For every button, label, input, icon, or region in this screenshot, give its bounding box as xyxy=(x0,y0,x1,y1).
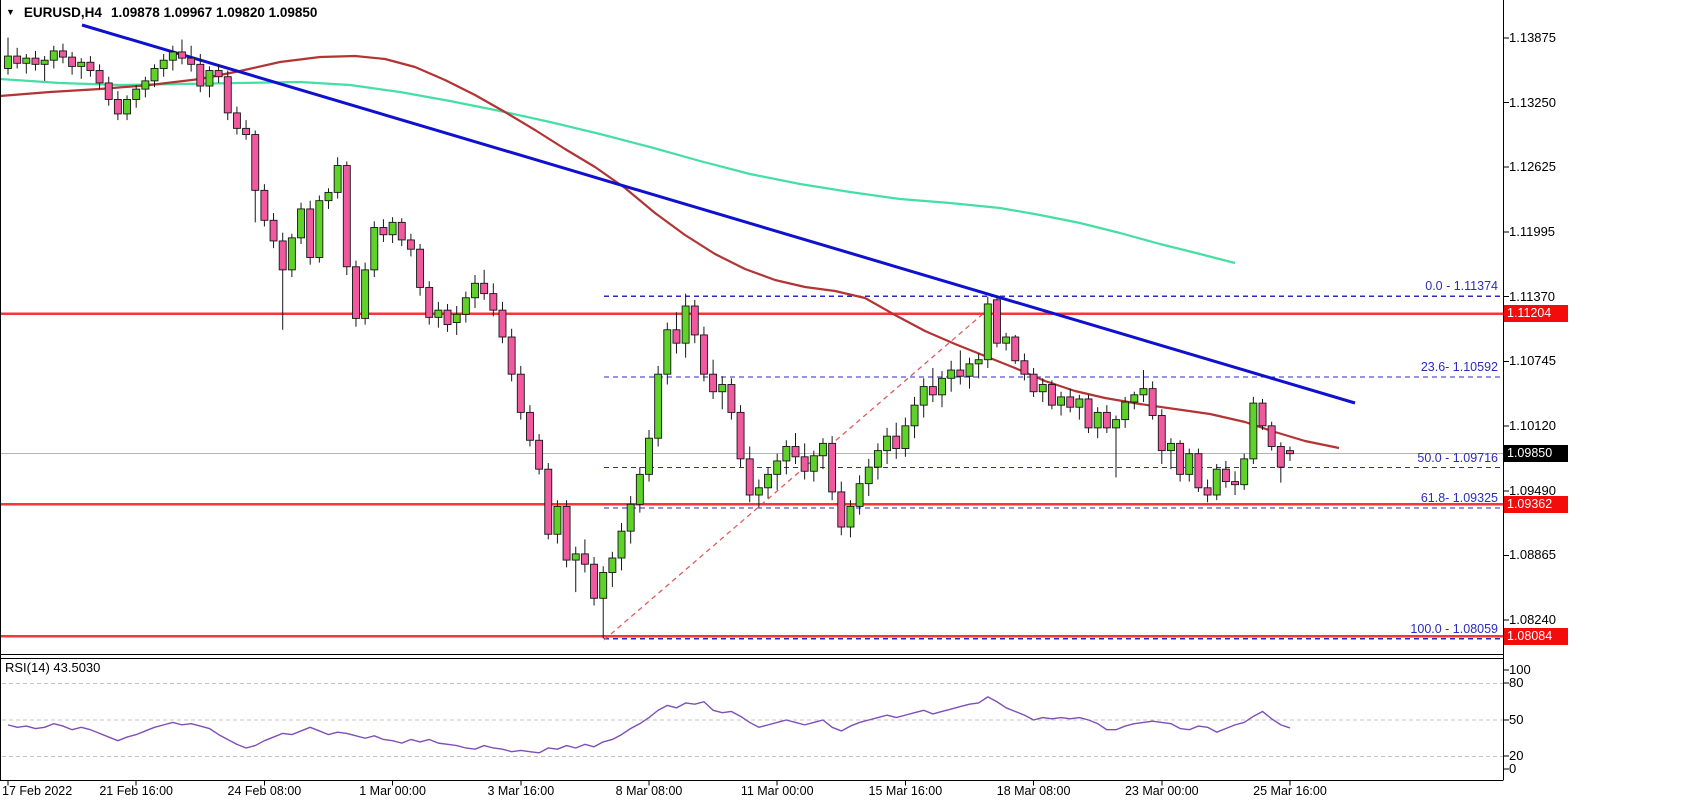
time-axis-label: 11 Mar 00:00 xyxy=(740,784,814,798)
rsi-scale-label: 0 xyxy=(1509,761,1517,776)
time-axis-label: 17 Feb 2022 xyxy=(2,784,73,798)
fib-level-label: 100.0 - 1.08059 xyxy=(1410,621,1498,636)
ma-red-line xyxy=(0,54,1340,450)
time-axis-label: 18 Mar 08:00 xyxy=(996,784,1071,798)
price-badge-level-1: 1.09362 xyxy=(1504,495,1568,513)
price-axis-label: 1.08865 xyxy=(1509,547,1556,563)
candles-group xyxy=(4,37,1294,639)
fib-level-label: 50.0 - 1.09716 xyxy=(1417,450,1498,465)
symbol-timeframe-label: EURUSD,H4 xyxy=(23,5,102,20)
time-axis-label: 24 Feb 08:00 xyxy=(227,784,302,798)
time-axis-label: 8 Mar 08:00 xyxy=(615,784,683,798)
price-axis-label: 1.09490 xyxy=(1509,482,1556,498)
price-axis-label: 1.13250 xyxy=(1509,94,1556,110)
rsi-scale-label: 80 xyxy=(1509,675,1524,690)
trendline-blue xyxy=(81,23,1356,405)
price-badge-level-2: 1.08084 xyxy=(1504,627,1568,645)
fib-diagonal-line xyxy=(603,299,1000,641)
time-axis-label: 23 Mar 00:00 xyxy=(1124,784,1199,798)
fib-level-label: 61.8- 1.09325 xyxy=(1420,490,1498,505)
symbol-dropdown-icon[interactable]: ▼ xyxy=(6,7,15,17)
price-badge-current: 1.09850 xyxy=(1504,445,1568,463)
price-axis-label: 1.10745 xyxy=(1509,353,1556,369)
rsi-indicator-label: RSI(14) 43.5030 xyxy=(5,660,101,675)
time-axis-label: 21 Feb 16:00 xyxy=(99,784,174,798)
ohlc-readout: 1.09878 1.09967 1.09820 1.09850 xyxy=(110,5,318,20)
price-axis-label: 1.12625 xyxy=(1509,159,1556,175)
chart-title: ▼ EURUSD,H4 1.09878 1.09967 1.09820 1.09… xyxy=(6,5,317,20)
time-axis-label: 15 Mar 16:00 xyxy=(868,784,943,798)
price-axis-label: 1.11370 xyxy=(1509,288,1556,304)
price-axis-label: 1.10120 xyxy=(1509,417,1556,433)
price-axis-label: 1.08240 xyxy=(1509,611,1556,627)
time-axis-label: 1 Mar 00:00 xyxy=(359,784,426,798)
fib-level-label: 0.0 - 1.11374 xyxy=(1425,279,1498,294)
price-axis-label: 1.13875 xyxy=(1509,30,1556,45)
rsi-line xyxy=(7,696,1291,754)
rsi-scale-label: 50 xyxy=(1509,712,1524,727)
time-axis-label: 3 Mar 16:00 xyxy=(487,784,555,798)
rsi-scale-label: 100 xyxy=(1509,662,1531,677)
price-axis-label: 1.11995 xyxy=(1509,224,1556,240)
price-badge-level-0: 1.11204 xyxy=(1504,305,1568,323)
ma-green-line xyxy=(0,77,1236,265)
rsi-scale-label: 20 xyxy=(1509,748,1524,763)
time-axis-label: 25 Mar 16:00 xyxy=(1253,784,1327,798)
fib-level-label: 23.6- 1.10592 xyxy=(1420,360,1498,375)
